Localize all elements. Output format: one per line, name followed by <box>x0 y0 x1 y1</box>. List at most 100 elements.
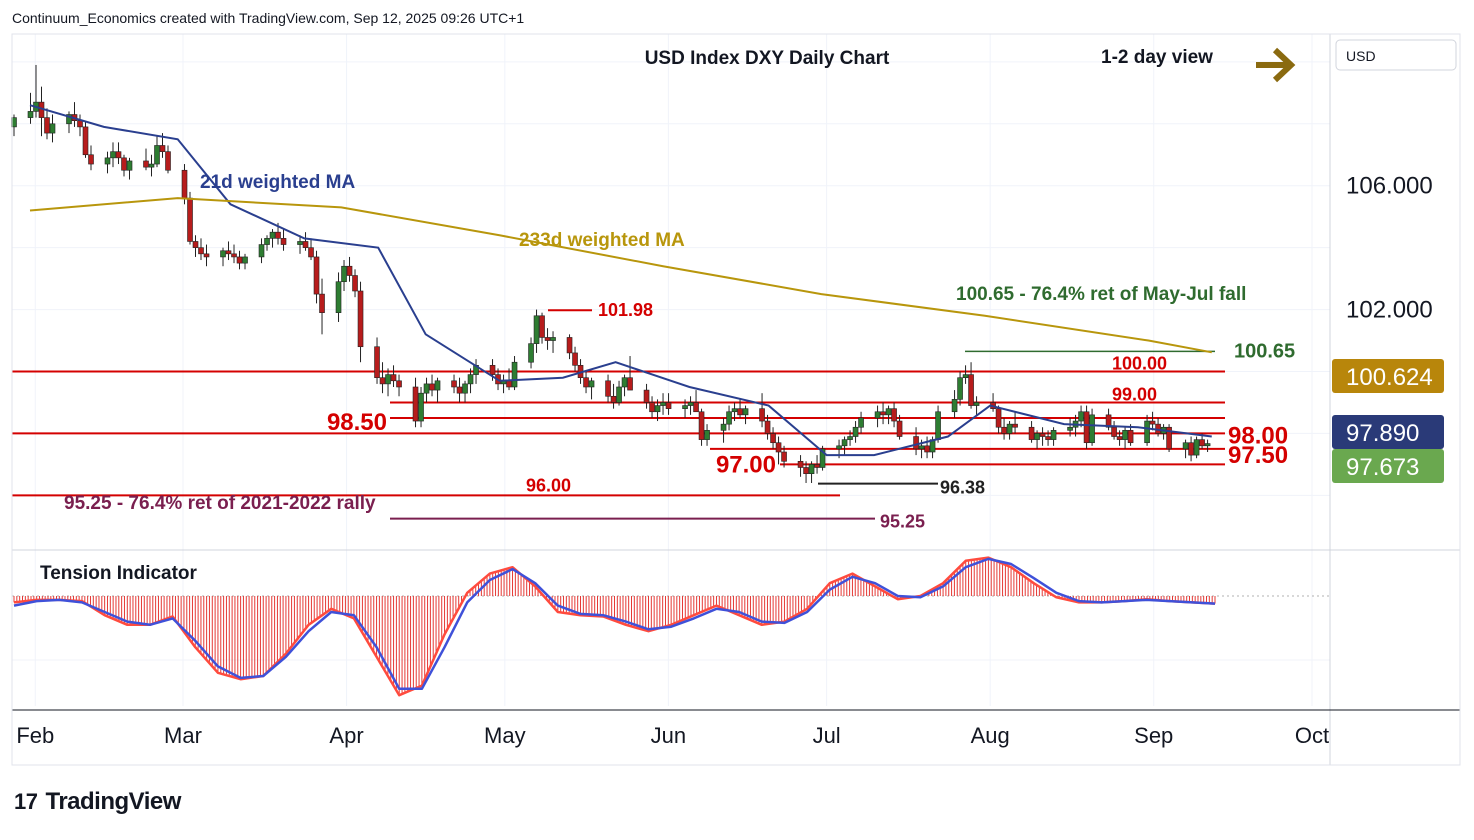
level-label: 97.00 <box>716 451 776 478</box>
level-label: 100.00 <box>1112 354 1167 374</box>
candle-body <box>566 337 573 354</box>
annotation-text: 21d weighted MA <box>200 172 355 193</box>
candle-body <box>588 380 595 388</box>
candle-body <box>957 377 963 400</box>
candle-body <box>621 377 628 388</box>
candle-body <box>781 451 787 462</box>
candle-body <box>297 241 303 245</box>
candle-body <box>913 436 919 450</box>
candle-body <box>1105 414 1112 428</box>
candle-body <box>550 337 556 341</box>
candle-body <box>308 247 314 258</box>
candle-body <box>1193 439 1200 456</box>
candle-body <box>610 395 617 403</box>
candle-body <box>836 445 842 450</box>
candle-body <box>313 256 320 295</box>
level-label: 96.38 <box>940 478 985 498</box>
candle-body <box>968 374 974 406</box>
candles <box>11 64 1211 483</box>
candle-body <box>759 408 765 422</box>
currency-label: USD <box>1346 48 1376 64</box>
y-tick-label: 102.000 <box>1346 297 1433 324</box>
level-label: 96.00 <box>526 475 571 495</box>
candle-body <box>880 411 886 416</box>
candle-body <box>682 405 688 409</box>
arrow-head <box>1272 47 1296 83</box>
candle-body <box>1050 430 1057 440</box>
candle-body <box>390 374 397 382</box>
candle-body <box>731 408 738 413</box>
candle-body <box>885 408 892 416</box>
chart-title: USD Index DXY Daily Chart <box>645 48 890 69</box>
candle-body <box>462 383 468 394</box>
candle-body <box>874 411 881 419</box>
candle-body <box>803 467 809 474</box>
candle-body <box>374 346 380 378</box>
candle-body <box>467 374 474 385</box>
candle-body <box>1039 433 1046 437</box>
candle-body <box>852 426 859 437</box>
moving-averages <box>29 104 1212 457</box>
candle-body <box>148 163 155 168</box>
candle-body <box>1149 420 1156 425</box>
candle-body <box>192 241 199 248</box>
candle-body <box>258 244 265 258</box>
candle-body <box>995 408 1002 428</box>
candle-body <box>275 231 281 239</box>
x-tick-label: Mar <box>164 723 202 748</box>
x-tick-label: Oct <box>1295 723 1329 748</box>
tradingview-logo-icon: 17 <box>14 789 38 814</box>
candle-body <box>352 275 358 292</box>
candle-body <box>104 157 111 165</box>
candle-body <box>627 377 633 391</box>
level-label: 99.00 <box>1112 384 1157 404</box>
candle-body <box>346 265 353 276</box>
x-tick-label: May <box>484 723 526 748</box>
candle-body <box>335 281 342 313</box>
candle-body <box>808 464 815 474</box>
candle-body <box>280 238 287 245</box>
candle-body <box>357 290 364 348</box>
candle-body <box>319 293 325 313</box>
candle-body <box>643 389 650 403</box>
candle-body <box>165 151 171 171</box>
price-tag <box>1332 415 1444 449</box>
candle-body <box>66 114 72 125</box>
ma-21d-line <box>29 104 1212 457</box>
tradingview-logo[interactable]: 17 TradingView <box>14 788 181 816</box>
candle-body <box>544 337 551 341</box>
candle-body <box>82 126 89 156</box>
x-tick-label: Jun <box>651 723 686 748</box>
candle-body <box>1001 426 1007 434</box>
candle-body <box>973 402 980 406</box>
candle-body <box>412 386 419 422</box>
price-tag-value: 97.890 <box>1346 420 1419 447</box>
candle-body <box>1012 423 1018 428</box>
candle-body <box>770 433 776 444</box>
candle-body <box>489 365 496 375</box>
candle-body <box>77 120 83 128</box>
candle-body <box>187 197 193 242</box>
candle-body <box>533 315 540 344</box>
candle-body <box>693 402 699 413</box>
price-tag-value: 100.624 <box>1346 364 1433 391</box>
price-tag-value: 97.673 <box>1346 454 1419 481</box>
annotation-text: 95.25 - 76.4% ret of 2021-2022 rally <box>64 493 376 514</box>
candle-body <box>841 439 848 447</box>
candle-body <box>1182 442 1189 450</box>
candle-body <box>429 383 435 391</box>
candle-body <box>858 417 864 428</box>
candle-body <box>236 256 243 264</box>
candle-body <box>242 256 248 264</box>
level-label: 101.98 <box>598 300 653 320</box>
tension-blue-line <box>13 557 1216 691</box>
candle-body <box>1067 426 1073 431</box>
candle-body <box>962 374 969 378</box>
candle-body <box>654 405 661 413</box>
candle-body <box>110 151 116 159</box>
candle-body <box>341 265 347 283</box>
candle-body <box>181 169 188 199</box>
candle-body <box>115 151 122 159</box>
